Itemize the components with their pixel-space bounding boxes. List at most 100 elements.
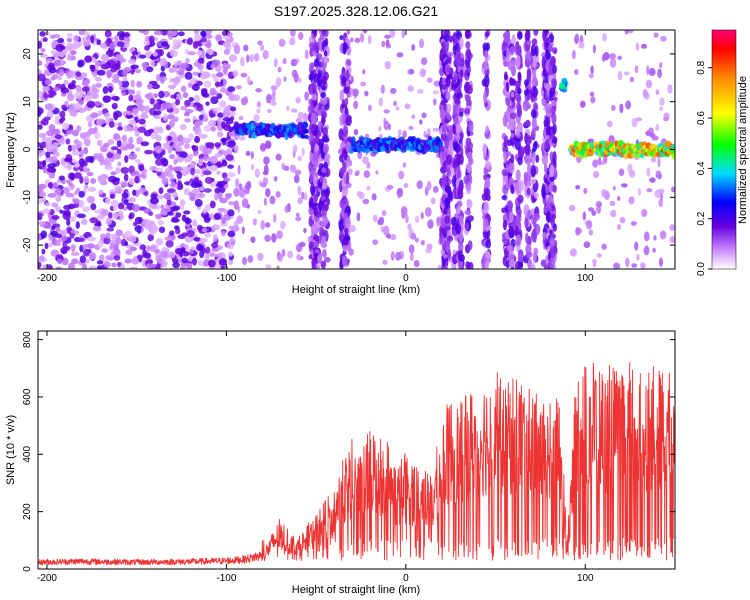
- spectrogram-cell: [583, 241, 591, 249]
- spectrogram-cell: [653, 32, 659, 38]
- spectrogram-cell: [304, 49, 309, 60]
- colorbar-tick-label: 0.8: [696, 60, 707, 74]
- spectrogram-cell: [291, 69, 298, 78]
- spectrogram-cell: [178, 250, 184, 258]
- spectrogram-cell: [160, 260, 168, 268]
- spectrogram-cell: [117, 202, 125, 210]
- spectrogram-cell: [526, 187, 531, 196]
- spectrogram-cell: [390, 87, 397, 95]
- spectrogram-cell: [517, 156, 523, 166]
- spectrogram-cell: [81, 263, 88, 269]
- spectrogram-cell: [658, 106, 664, 111]
- spectrogram-cell: [281, 248, 286, 257]
- spectrogram-cell: [106, 152, 114, 159]
- spectrogram-cell: [50, 230, 59, 236]
- spectrogram-cell: [239, 136, 246, 141]
- spectrogram-cell: [432, 98, 437, 106]
- spectrogram-cell: [77, 213, 86, 219]
- spectrogram-cell: [545, 37, 552, 44]
- spectrogram-cell: [107, 175, 117, 183]
- spectrogram-cell: [646, 188, 653, 193]
- spectrogram-cell: [94, 131, 101, 140]
- snr-xtick-label: 0: [403, 573, 409, 584]
- spectrogram-cell: [415, 215, 420, 224]
- spectrogram-cell: [184, 235, 194, 243]
- spectrogram-cell: [390, 233, 397, 241]
- spectrogram-cell: [180, 105, 188, 111]
- spectrogram-cell: [70, 244, 77, 250]
- spectrogram-cell: [247, 75, 251, 86]
- spectrogram-cell: [617, 224, 622, 230]
- spectrogram-cell: [131, 50, 139, 56]
- spectrogram-cell: [486, 42, 490, 51]
- spectrogram-cell: [275, 191, 281, 198]
- spectrogram-cell: [617, 55, 623, 61]
- spectrogram-cell: [209, 200, 216, 209]
- spectrogram-cell: [58, 68, 65, 77]
- spectrogram-cell: [267, 108, 272, 114]
- spectrogram-cell: [530, 263, 536, 269]
- spectrogram-cell: [203, 124, 213, 132]
- spectrogram-cell: [510, 91, 515, 98]
- spectrogram-cell: [254, 168, 260, 179]
- spectrogram-cell: [276, 265, 280, 269]
- spectrogram-cell: [582, 211, 587, 221]
- spectrogram-cell: [208, 259, 216, 268]
- spectrogram-cell: [549, 90, 555, 98]
- spectrogram-cell: [135, 147, 141, 152]
- spectrogram-cell: [53, 151, 60, 157]
- spectrogram-cell: [54, 187, 62, 196]
- spectrogram-cell: [669, 224, 675, 231]
- spectrogram-cell: [78, 190, 86, 198]
- spectrogram-cell: [259, 142, 267, 152]
- spectrogram-cell: [46, 166, 56, 173]
- spectrogram-cell: [90, 112, 99, 119]
- spectrogram-cell: [58, 118, 64, 124]
- spectrogram-cell: [42, 159, 47, 168]
- spectrogram-cell: [574, 68, 579, 75]
- spectrogram-cell: [183, 188, 190, 196]
- spectrogram-cell: [71, 80, 76, 85]
- spectrogram-cell: [395, 106, 400, 111]
- spectrogram-cell: [72, 41, 82, 49]
- spectrogram-cell: [484, 181, 488, 189]
- spectrogram-cell: [101, 248, 109, 253]
- spectrogram-cell: [187, 51, 197, 56]
- spectrogram-cell: [198, 133, 208, 139]
- spectrogram-cell: [46, 129, 55, 137]
- spectrogram-cell: [233, 200, 240, 210]
- spectrogram-cell: [360, 81, 367, 87]
- spectrogram-cell: [372, 214, 378, 223]
- spectrogram-cell: [129, 126, 135, 132]
- spectrogram-cell: [311, 259, 317, 269]
- spectrogram-cell: [215, 182, 224, 188]
- spectrogram-cell: [80, 219, 88, 225]
- spectrogram-cell: [619, 217, 626, 224]
- spectrogram-cell: [191, 189, 200, 194]
- spectrogram-cell: [79, 255, 86, 264]
- spectrogram-cell: [38, 261, 42, 269]
- spectrogram-cell: [64, 157, 73, 163]
- spectrogram-cell: [209, 142, 215, 150]
- spectrogram-cell: [342, 41, 347, 55]
- colorbar-tick-label: 0.6: [696, 111, 707, 125]
- spectrogram-cell: [131, 257, 140, 265]
- spectrogram-cell: [317, 254, 323, 264]
- spectrogram-cell: [213, 107, 222, 112]
- spectrogram-cell: [142, 249, 148, 257]
- spectrogram-cell: [55, 226, 61, 232]
- spectrogram-cell: [402, 162, 407, 168]
- spectrogram-cell: [342, 240, 349, 246]
- spectrogram-cell: [430, 197, 436, 205]
- spectrogram-cell: [104, 157, 112, 162]
- spectrogram-cell: [168, 153, 176, 160]
- spectrogram-cell: [129, 119, 137, 126]
- spectrogram-cell: [465, 30, 471, 39]
- spectrogram-cell: [541, 187, 546, 200]
- spectrogram-cell: [459, 131, 464, 140]
- spectrogram-cell: [196, 103, 204, 112]
- spectrogram-cell: [158, 90, 165, 99]
- spectrogram-cell: [308, 173, 314, 183]
- spectrogram-cell: [110, 146, 119, 151]
- spectrogram-cell: [484, 49, 489, 60]
